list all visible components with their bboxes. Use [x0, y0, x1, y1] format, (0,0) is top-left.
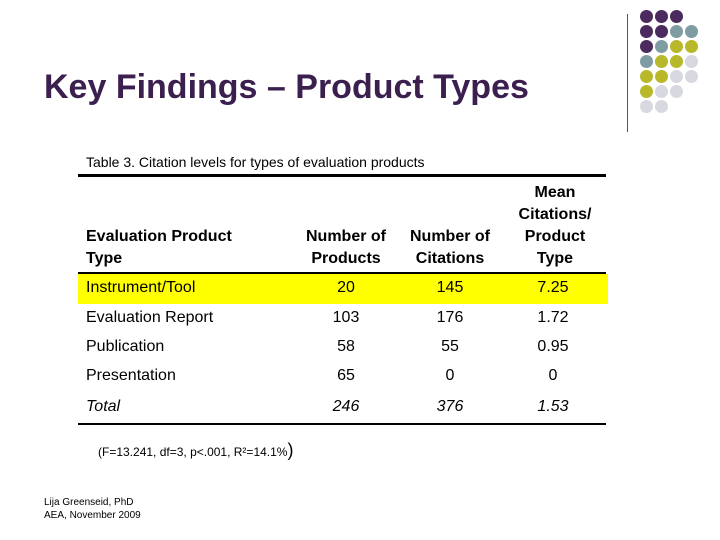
- cell-citations: 376: [436, 398, 464, 415]
- cell-products: 58: [337, 338, 355, 355]
- slide-footer: Lija Greenseid, PhD AEA, November 2009: [44, 496, 141, 522]
- decorative-dot: [670, 85, 683, 98]
- cell-mean: 0: [548, 367, 558, 384]
- decorative-dot: [685, 25, 698, 38]
- decorative-dot: [655, 55, 668, 68]
- header-text: Products: [311, 250, 381, 267]
- decorative-dot: [640, 85, 653, 98]
- table-header-rule: [78, 272, 606, 274]
- cell-mean: 7.25: [537, 279, 569, 296]
- cell-citations: 145: [436, 279, 464, 296]
- decorative-dot: [655, 25, 668, 38]
- header-text: Number of: [410, 228, 490, 245]
- cell-type: Evaluation Report: [86, 309, 214, 326]
- statistics-close-paren: ): [287, 440, 294, 460]
- table-caption: Table 3. Citation levels for types of ev…: [86, 154, 425, 170]
- cell-mean: 0.95: [537, 338, 569, 355]
- decorative-dot: [655, 85, 668, 98]
- header-number-of-citations: Number of Citations: [400, 226, 500, 270]
- cell-type: Presentation: [86, 367, 176, 384]
- cell-products: 20: [337, 279, 355, 296]
- header-number-of-products: Number of Products: [296, 226, 396, 270]
- decorative-dot: [670, 25, 683, 38]
- header-text: Type: [86, 250, 123, 267]
- cell-citations: 176: [436, 309, 464, 326]
- table-total-row: Total 246 376 1.53: [0, 393, 720, 423]
- table-bottom-rule: [78, 423, 606, 425]
- cell-type: Publication: [86, 338, 165, 355]
- cell-products: 65: [337, 367, 355, 384]
- header-text: Number of: [306, 228, 386, 245]
- table-row: Evaluation Report 103 176 1.72: [0, 304, 720, 334]
- header-evaluation-product-type: Evaluation Product Type: [86, 226, 286, 270]
- decorative-dot: [640, 40, 653, 53]
- header-text: Type: [536, 250, 574, 267]
- cell-citations: 55: [441, 338, 459, 355]
- decorative-dot: [670, 55, 683, 68]
- header-text: Product: [524, 228, 586, 245]
- decorative-divider: [627, 14, 628, 132]
- decorative-dot: [640, 25, 653, 38]
- table-row: Instrument/Tool 20 145 7.25: [0, 274, 720, 304]
- cell-citations: 0: [445, 367, 455, 384]
- cell-type: Instrument/Tool: [86, 279, 196, 296]
- table-top-rule: [78, 174, 606, 177]
- decorative-dot: [640, 55, 653, 68]
- row-highlight: [78, 274, 608, 304]
- footer-author: Lija Greenseid, PhD: [44, 497, 134, 508]
- header-text: Citations/: [518, 206, 592, 223]
- statistics-text: (F=13.241, df=3, p<.001, R²=14.1%: [98, 445, 288, 459]
- decorative-dot: [640, 70, 653, 83]
- decorative-dot: [670, 10, 683, 23]
- cell-products: 246: [332, 398, 360, 415]
- header-text: Citations: [415, 250, 485, 267]
- decorative-dot: [655, 40, 668, 53]
- decorative-dot: [685, 55, 698, 68]
- table-row: Publication 58 55 0.95: [0, 333, 720, 363]
- decorative-dot: [640, 10, 653, 23]
- cell-type: Total: [86, 398, 121, 415]
- statistics-note: (F=13.241, df=3, p<.001, R²=14.1%): [98, 440, 293, 461]
- decorative-dot-grid: [640, 10, 720, 120]
- header-text: Evaluation Product: [86, 228, 232, 245]
- decorative-dot: [655, 10, 668, 23]
- decorative-dot: [655, 100, 668, 113]
- table-row: Presentation 65 0 0: [0, 362, 720, 392]
- header-mean-citations: Mean Citations/ Product Type: [505, 182, 605, 270]
- cell-mean: 1.53: [537, 398, 569, 415]
- decorative-dot: [685, 70, 698, 83]
- decorative-dot: [685, 40, 698, 53]
- slide-title: Key Findings – Product Types: [44, 68, 529, 106]
- decorative-dot: [655, 70, 668, 83]
- header-text: Mean: [534, 184, 576, 201]
- decorative-dot: [670, 70, 683, 83]
- decorative-dot: [670, 40, 683, 53]
- cell-mean: 1.72: [537, 309, 569, 326]
- cell-products: 103: [332, 309, 360, 326]
- decorative-dot: [640, 100, 653, 113]
- footer-event: AEA, November 2009: [44, 510, 141, 521]
